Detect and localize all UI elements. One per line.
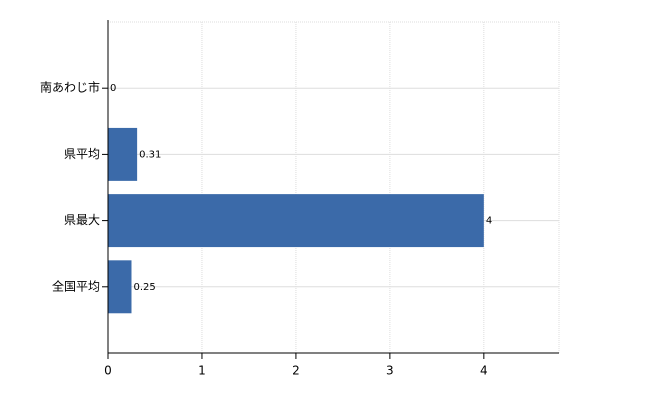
bar xyxy=(108,260,132,314)
x-tick-label: 4 xyxy=(480,364,488,378)
x-tick-label: 3 xyxy=(386,364,394,378)
bar xyxy=(108,127,138,181)
value-label: 0.31 xyxy=(139,149,161,160)
y-tick-label: 県最大 xyxy=(64,213,100,227)
x-tick-label: 1 xyxy=(198,364,206,378)
bar xyxy=(108,194,484,248)
x-tick-label: 0 xyxy=(104,364,112,378)
x-tick-label: 2 xyxy=(292,364,300,378)
y-tick-label: 南あわじ市 xyxy=(40,80,100,95)
value-label: 0.25 xyxy=(133,282,155,293)
y-tick-label: 県平均 xyxy=(64,147,100,161)
y-tick-label: 全国平均 xyxy=(52,278,100,293)
value-label: 4 xyxy=(486,216,492,227)
value-label: 0 xyxy=(110,83,116,94)
